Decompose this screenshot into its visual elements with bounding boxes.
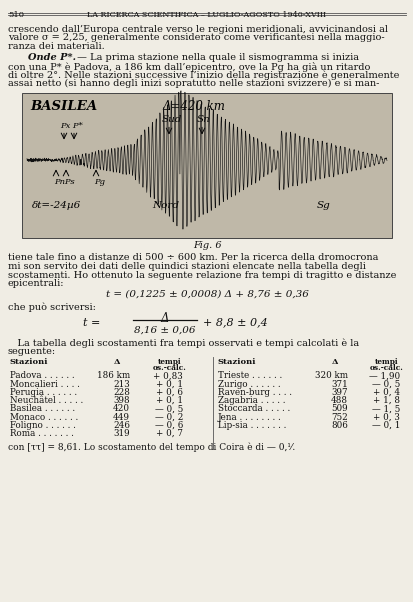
- Text: os.-calc.: os.-calc.: [369, 364, 403, 372]
- Text: Padova . . . . . .: Padova . . . . . .: [10, 371, 74, 380]
- Bar: [22, 93, 391, 238]
- Text: 319: 319: [113, 429, 130, 438]
- Text: di oltre 2°. Nelle stazioni successive l’inizio della registrazione è generalmen: di oltre 2°. Nelle stazioni successive l…: [8, 70, 399, 80]
- Text: valore σ = 2,25, generalmente considerato come verificantesi nella maggio-: valore σ = 2,25, generalmente considerat…: [8, 34, 384, 43]
- Text: PnPs: PnPs: [54, 178, 74, 185]
- Text: + 1, 8: + 1, 8: [372, 396, 399, 405]
- Text: Sud: Sud: [161, 114, 182, 123]
- Text: — 0, 6: — 0, 6: [154, 421, 183, 430]
- Text: 246: 246: [113, 421, 130, 430]
- Text: + 8,8 ± 0,4: + 8,8 ± 0,4: [202, 317, 267, 327]
- Text: Stazioni: Stazioni: [218, 359, 256, 367]
- Text: + 0, 1: + 0, 1: [156, 380, 183, 389]
- Text: crescendo dall’Europa centrale verso le regioni meridionali, avvicinandosi al: crescendo dall’Europa centrale verso le …: [8, 25, 387, 34]
- Text: Δ: Δ: [331, 359, 337, 367]
- Text: 420: 420: [113, 405, 130, 414]
- Text: Stazioni: Stazioni: [10, 359, 48, 367]
- Text: Zurigo . . . . . .: Zurigo . . . . . .: [218, 380, 280, 389]
- Text: ranza dei materiali.: ranza dei materiali.: [8, 42, 104, 51]
- Text: — 0, 2: — 0, 2: [154, 412, 183, 421]
- Text: Perugia . . . . . .: Perugia . . . . . .: [10, 388, 77, 397]
- Text: — 0, 1: — 0, 1: [371, 421, 399, 430]
- Text: + 0, 1: + 0, 1: [156, 396, 183, 405]
- Text: 8,16 ± 0,06: 8,16 ± 0,06: [134, 326, 195, 335]
- Text: Pg: Pg: [94, 178, 105, 185]
- Text: scostamenti. Ho ottenuto la seguente relazione fra tempi di tragitto e distanze: scostamenti. Ho ottenuto la seguente rel…: [8, 270, 395, 279]
- Text: δt=-24µ6: δt=-24µ6: [32, 200, 81, 209]
- Text: Moncalieri . . . .: Moncalieri . . . .: [10, 380, 80, 389]
- Text: con [ττ] = 8,61. Lo scostamento del tempo di Coira è di — 0,¹⁄.: con [ττ] = 8,61. Lo scostamento del temp…: [8, 442, 294, 452]
- Text: 488: 488: [330, 396, 347, 405]
- Text: mi son servito dei dati delle quindici stazioni elencate nella tabella degli: mi son servito dei dati delle quindici s…: [8, 262, 365, 271]
- Text: La tabella degli scostamenti fra tempi osservati e tempi calcolati è la: La tabella degli scostamenti fra tempi o…: [8, 338, 358, 348]
- Text: con una P* è Padova, a 186 km dall’epicentro, ove la Pg ha già un ritardo: con una P* è Padova, a 186 km dall’epice…: [8, 62, 370, 72]
- Text: tempi: tempi: [374, 359, 398, 367]
- Text: — 0, 5: — 0, 5: [371, 380, 399, 389]
- Text: Sn: Sn: [197, 114, 210, 123]
- Text: Fig. 6: Fig. 6: [192, 241, 221, 250]
- Text: 510: 510: [8, 11, 24, 19]
- Text: t = (0,1225 ± 0,0008) Δ + 8,76 ± 0,36: t = (0,1225 ± 0,0008) Δ + 8,76 ± 0,36: [105, 290, 308, 299]
- Text: LA RICERCA SCIENTIFICA – LUGLIO-AGOSTO 1940-XVIII: LA RICERCA SCIENTIFICA – LUGLIO-AGOSTO 1…: [87, 11, 326, 19]
- Text: 228: 228: [113, 388, 130, 397]
- Text: 397: 397: [330, 388, 347, 397]
- Text: epicentrali:: epicentrali:: [8, 279, 64, 288]
- Text: 398: 398: [113, 396, 130, 405]
- Text: Sg: Sg: [316, 200, 330, 209]
- Text: tiene tale fino a distanze di 500 ÷ 600 km. Per la ricerca della dromocrona: tiene tale fino a distanze di 500 ÷ 600 …: [8, 253, 377, 262]
- Text: Δ: Δ: [114, 359, 120, 367]
- Text: 806: 806: [330, 421, 347, 430]
- Text: seguente:: seguente:: [8, 347, 56, 356]
- Text: Stoccarda . . . . .: Stoccarda . . . . .: [218, 405, 290, 414]
- Text: Roma . . . . . . .: Roma . . . . . . .: [10, 429, 74, 438]
- Text: — 1,90: — 1,90: [368, 371, 399, 380]
- Text: + 0, 3: + 0, 3: [372, 412, 399, 421]
- Text: 449: 449: [113, 412, 130, 421]
- Text: — 1, 5: — 1, 5: [371, 405, 399, 414]
- Text: 213: 213: [113, 380, 130, 389]
- Text: tempi: tempi: [158, 359, 181, 367]
- Text: 186 km: 186 km: [97, 371, 130, 380]
- Text: Lip-sia . . . . . . .: Lip-sia . . . . . . .: [218, 421, 286, 430]
- Text: 371: 371: [330, 380, 347, 389]
- Text: Jena . . . . . . . .: Jena . . . . . . . .: [218, 412, 281, 421]
- Text: + 0, 4: + 0, 4: [372, 388, 399, 397]
- Text: 509: 509: [330, 405, 347, 414]
- Text: 320 km: 320 km: [314, 371, 347, 380]
- Text: Onde P*.: Onde P*.: [28, 54, 76, 63]
- Text: Nord: Nord: [152, 200, 178, 209]
- Text: t =: t =: [83, 317, 100, 327]
- Text: + 0, 6: + 0, 6: [156, 388, 183, 397]
- Text: Zagabria . . . . .: Zagabria . . . . .: [218, 396, 285, 405]
- Text: BASILEA: BASILEA: [30, 101, 97, 114]
- Text: — 0, 5: — 0, 5: [154, 405, 183, 414]
- Text: assai netto (si hanno degli inizi sopratutto nelle stazioni svizzere) e si man-: assai netto (si hanno degli inizi soprat…: [8, 79, 378, 88]
- Text: + 0,83: + 0,83: [153, 371, 183, 380]
- Text: Δ=420 km: Δ=420 km: [161, 101, 224, 114]
- Text: os.-calc.: os.-calc.: [153, 364, 187, 372]
- Text: che può scriversi:: che può scriversi:: [8, 302, 96, 312]
- Text: + 0, 7: + 0, 7: [156, 429, 183, 438]
- Text: Trieste . . . . . .: Trieste . . . . . .: [218, 371, 282, 380]
- Text: Neuchâtel . . . . .: Neuchâtel . . . . .: [10, 396, 83, 405]
- Text: Foligno . . . . . .: Foligno . . . . . .: [10, 421, 76, 430]
- Text: 752: 752: [330, 412, 347, 421]
- Text: Monaco . . . . . .: Monaco . . . . . .: [10, 412, 78, 421]
- Text: Δ: Δ: [160, 312, 169, 326]
- Text: Basilea . . . . . .: Basilea . . . . . .: [10, 405, 75, 414]
- Text: — La prima stazione nella quale il sismogramma si inizia: — La prima stazione nella quale il sismo…: [74, 54, 358, 63]
- Text: Px P*: Px P*: [60, 122, 83, 131]
- Text: Raven-burg . . . .: Raven-burg . . . .: [218, 388, 291, 397]
